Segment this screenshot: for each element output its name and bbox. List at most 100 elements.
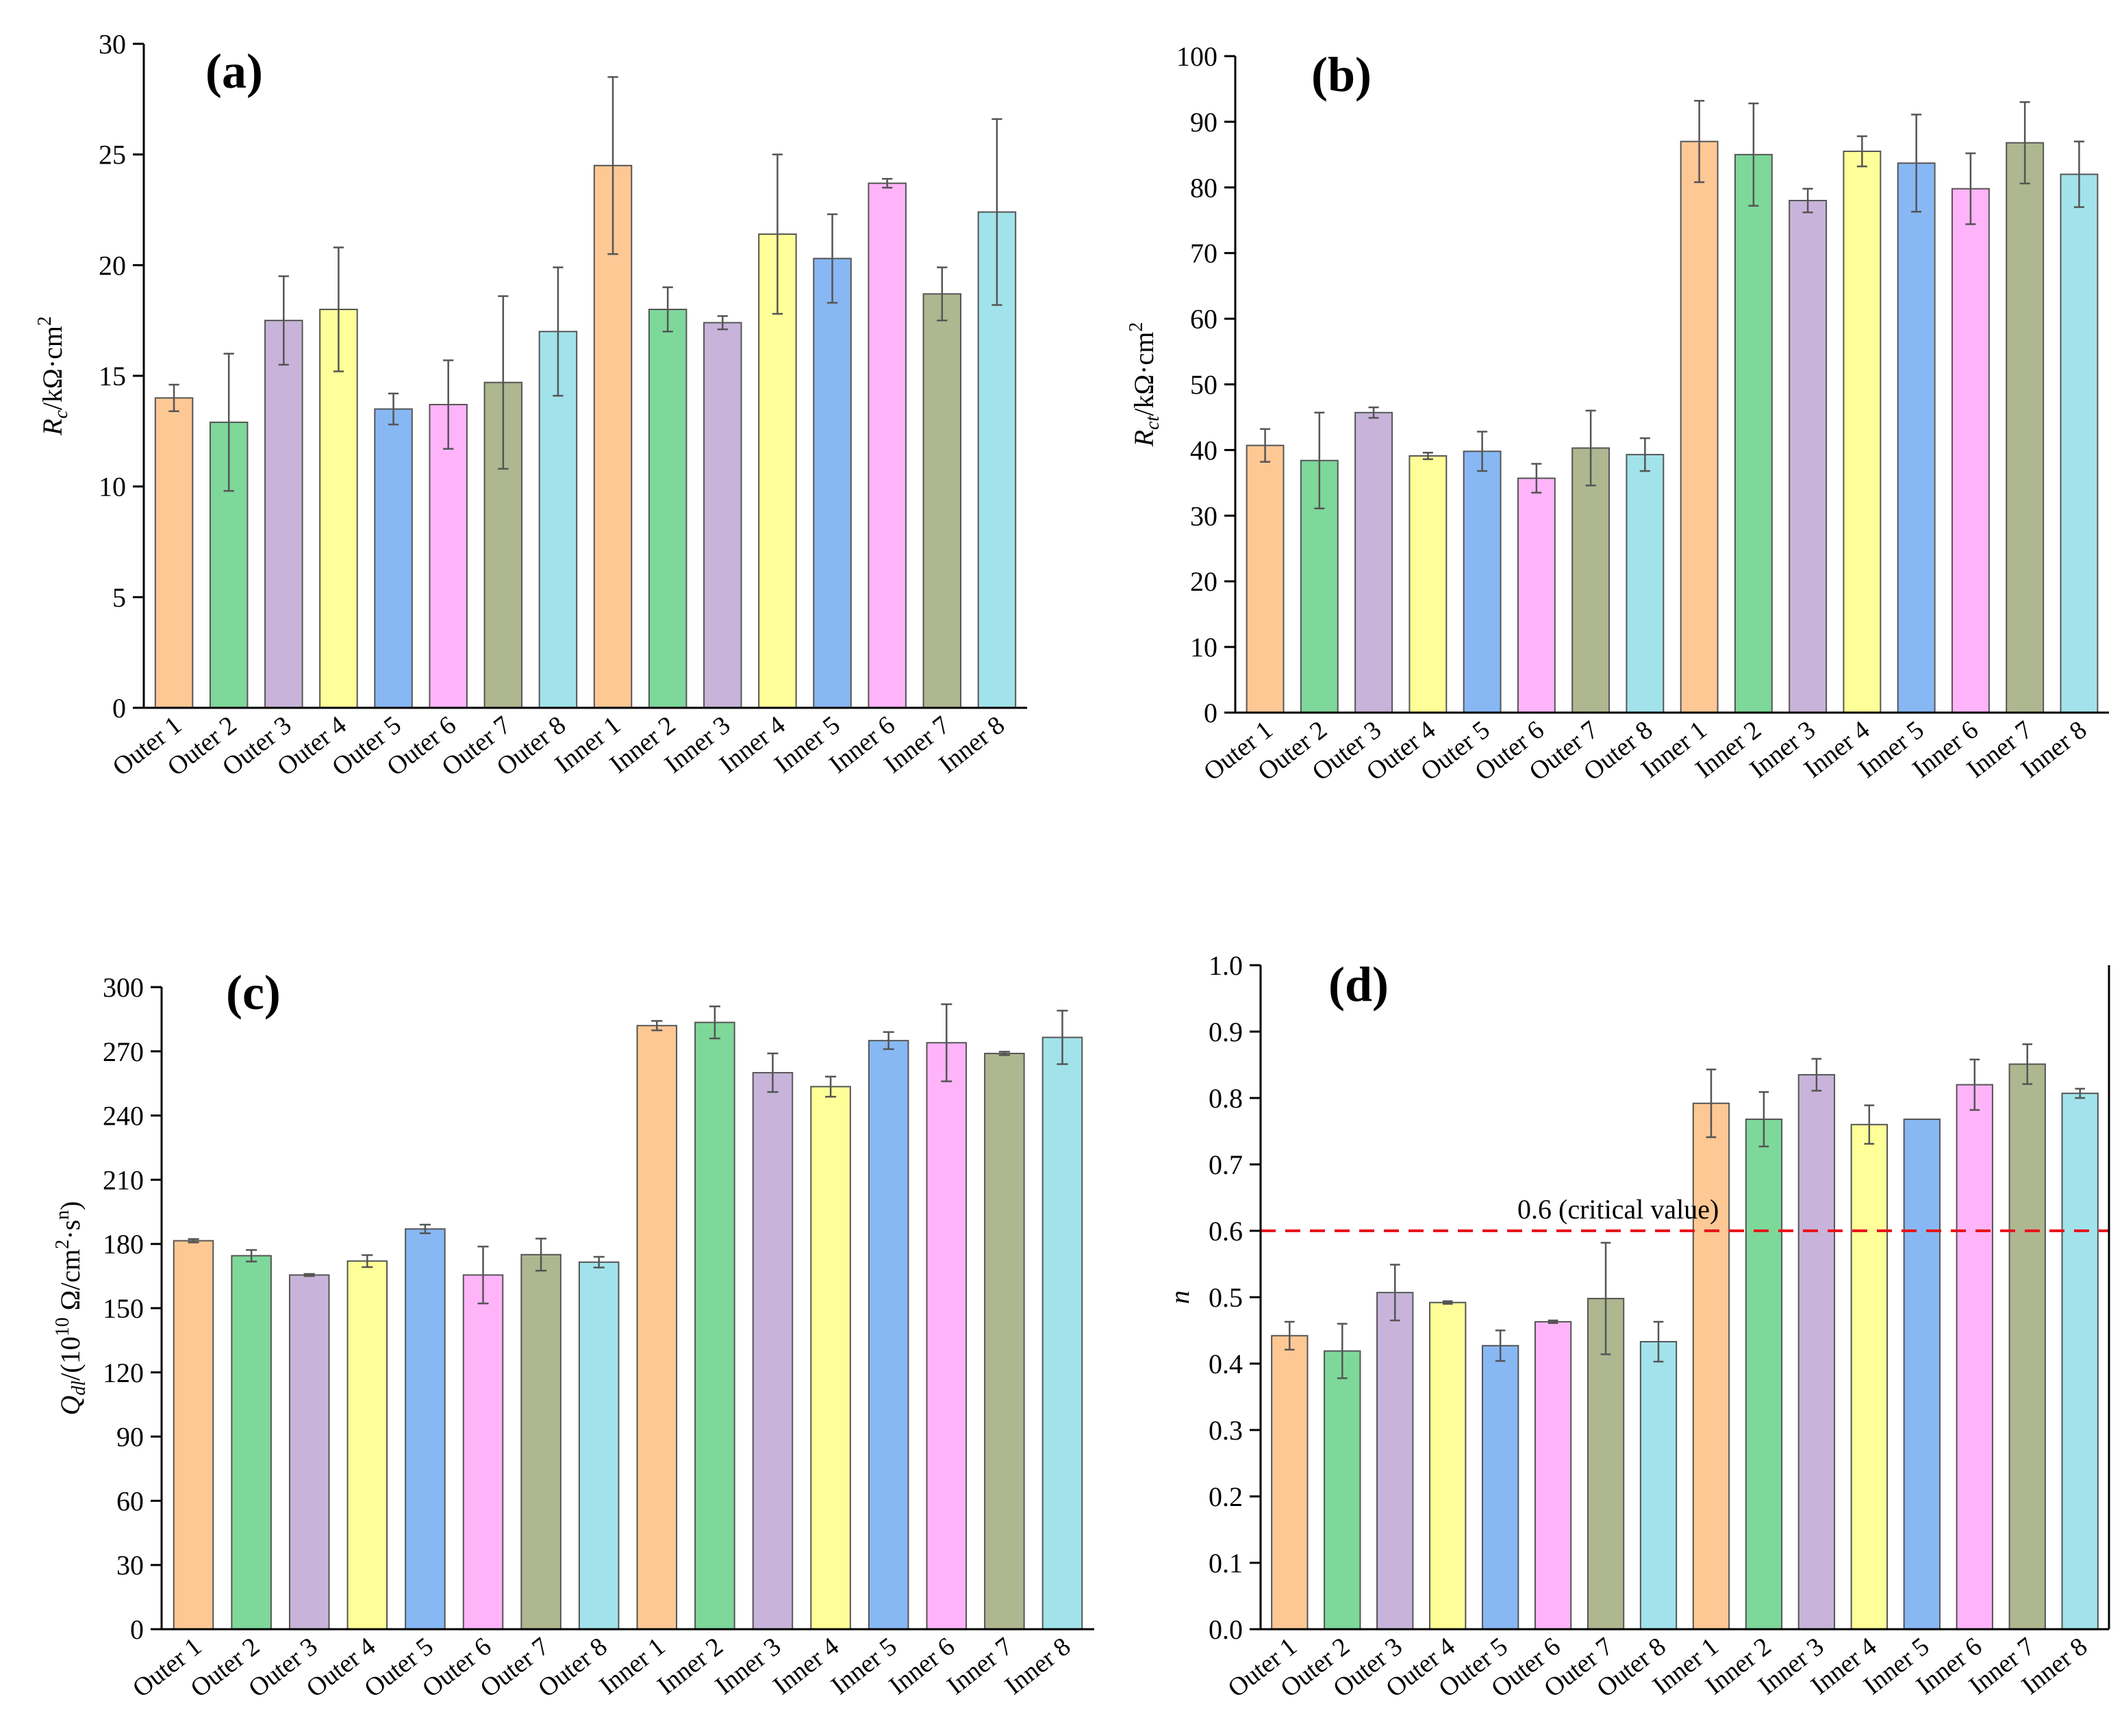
- bar-c-6: [462, 1274, 504, 1630]
- bar-c-4: [346, 1260, 388, 1631]
- y-tick-label: 40: [1190, 435, 1217, 465]
- y-tick-label: 80: [1190, 173, 1217, 203]
- bar-c-3: [288, 1274, 330, 1630]
- bar-b-7: [1571, 447, 1611, 713]
- y-tick-label: 0.3: [1209, 1415, 1243, 1446]
- bar-d-8: [1639, 1340, 1678, 1630]
- critical-value-label: 0.6 (critical value): [1517, 1194, 1719, 1225]
- bar-b-5: [1463, 450, 1502, 713]
- y-tick-label: 0.5: [1209, 1282, 1243, 1313]
- bar-c-12: [810, 1086, 851, 1630]
- bar-a-10: [648, 309, 687, 709]
- bar-c-7: [520, 1253, 561, 1631]
- y-axis-title: Rct/kΩ·cm2: [1126, 322, 1163, 448]
- y-tick-label: 120: [103, 1357, 144, 1388]
- x-tick-label: Inner 6: [884, 1632, 961, 1700]
- bar-c-9: [636, 1025, 678, 1630]
- bar-a-5: [374, 408, 413, 709]
- y-tick-label: 30: [116, 1550, 144, 1581]
- bar-b-9: [1680, 140, 1719, 714]
- y-tick-label: 50: [1190, 370, 1217, 400]
- bar-c-10: [694, 1021, 735, 1630]
- y-axis-title: n: [1164, 1290, 1195, 1304]
- y-tick-label: 30: [99, 29, 126, 60]
- y-tick-label: 60: [116, 1485, 144, 1516]
- y-tick-label: 0.2: [1209, 1481, 1243, 1512]
- bar-c-16: [1041, 1036, 1083, 1630]
- y-tick-label: 0.6: [1209, 1216, 1243, 1247]
- bar-d-4: [1429, 1301, 1467, 1630]
- y-tick-label: 150: [103, 1293, 144, 1324]
- bar-d-13: [1903, 1119, 1941, 1631]
- y-tick-label: 0.0: [1209, 1614, 1243, 1645]
- bar-c-14: [926, 1042, 968, 1630]
- bar-d-6: [1534, 1320, 1572, 1630]
- x-tick-label: Inner 7: [942, 1632, 1018, 1700]
- bar-b-15: [2006, 142, 2045, 713]
- bar-d-5: [1481, 1344, 1519, 1631]
- bar-b-3: [1354, 411, 1393, 713]
- bar-b-8: [1626, 454, 1665, 713]
- y-axis-title: Rc/kΩ·cm2: [34, 316, 72, 436]
- y-tick-label: 100: [1176, 41, 1217, 72]
- bar-d-14: [1956, 1084, 1993, 1630]
- bar-b-16: [2060, 173, 2099, 713]
- bar-b-11: [1789, 199, 1828, 714]
- bar-a-6: [429, 404, 468, 709]
- y-tick-label: 0: [1204, 698, 1217, 728]
- bar-d-2: [1324, 1350, 1361, 1630]
- y-tick-label: 210: [103, 1164, 144, 1195]
- bar-a-15: [922, 293, 962, 709]
- panel-label: (d): [1328, 957, 1389, 1012]
- y-tick-label: 270: [103, 1036, 144, 1067]
- bar-c-11: [752, 1072, 794, 1630]
- panel-label: (b): [1311, 47, 1372, 102]
- y-tick-label: 60: [1190, 304, 1217, 335]
- y-tick-label: 15: [99, 361, 126, 392]
- bar-a-3: [264, 320, 303, 709]
- bar-a-14: [868, 182, 907, 709]
- y-tick-label: 0.8: [1209, 1083, 1243, 1114]
- bar-c-1: [173, 1240, 214, 1630]
- bar-b-4: [1409, 455, 1448, 713]
- bar-b-10: [1734, 153, 1773, 714]
- y-tick-label: 90: [116, 1422, 144, 1453]
- x-tick-label: Inner 4: [768, 1632, 845, 1700]
- y-tick-label: 90: [1190, 107, 1217, 138]
- bar-c-2: [231, 1255, 272, 1630]
- y-tick-label: 70: [1190, 238, 1217, 269]
- bar-d-12: [1850, 1123, 1889, 1631]
- bar-c-8: [578, 1261, 620, 1630]
- bar-a-1: [154, 397, 194, 709]
- y-tick-label: 300: [103, 972, 144, 1003]
- y-tick-label: 1.0: [1209, 950, 1243, 981]
- y-tick-label: 30: [1190, 500, 1217, 531]
- bar-a-11: [703, 322, 742, 709]
- y-tick-label: 0.4: [1209, 1349, 1243, 1379]
- bar-b-14: [1951, 188, 1990, 713]
- y-tick-label: 180: [103, 1229, 144, 1260]
- y-tick-label: 0.1: [1209, 1548, 1243, 1579]
- y-tick-label: 25: [99, 140, 126, 170]
- bar-d-10: [1745, 1119, 1783, 1631]
- bar-d-11: [1797, 1074, 1836, 1631]
- bar-d-9: [1692, 1102, 1730, 1630]
- bar-d-16: [2061, 1093, 2099, 1630]
- bar-d-3: [1376, 1292, 1414, 1630]
- y-tick-label: 10: [99, 472, 126, 502]
- y-tick-label: 0: [130, 1614, 144, 1645]
- y-tick-label: 0.9: [1209, 1017, 1243, 1047]
- panel-label: (c): [226, 965, 281, 1020]
- bar-a-2: [209, 421, 249, 709]
- bar-a-13: [813, 257, 852, 709]
- y-tick-label: 20: [1190, 566, 1217, 597]
- bar-c-5: [405, 1228, 446, 1630]
- x-tick-label: Inner 5: [826, 1632, 902, 1700]
- y-tick-label: 0.7: [1209, 1149, 1243, 1180]
- bar-d-15: [2008, 1063, 2046, 1630]
